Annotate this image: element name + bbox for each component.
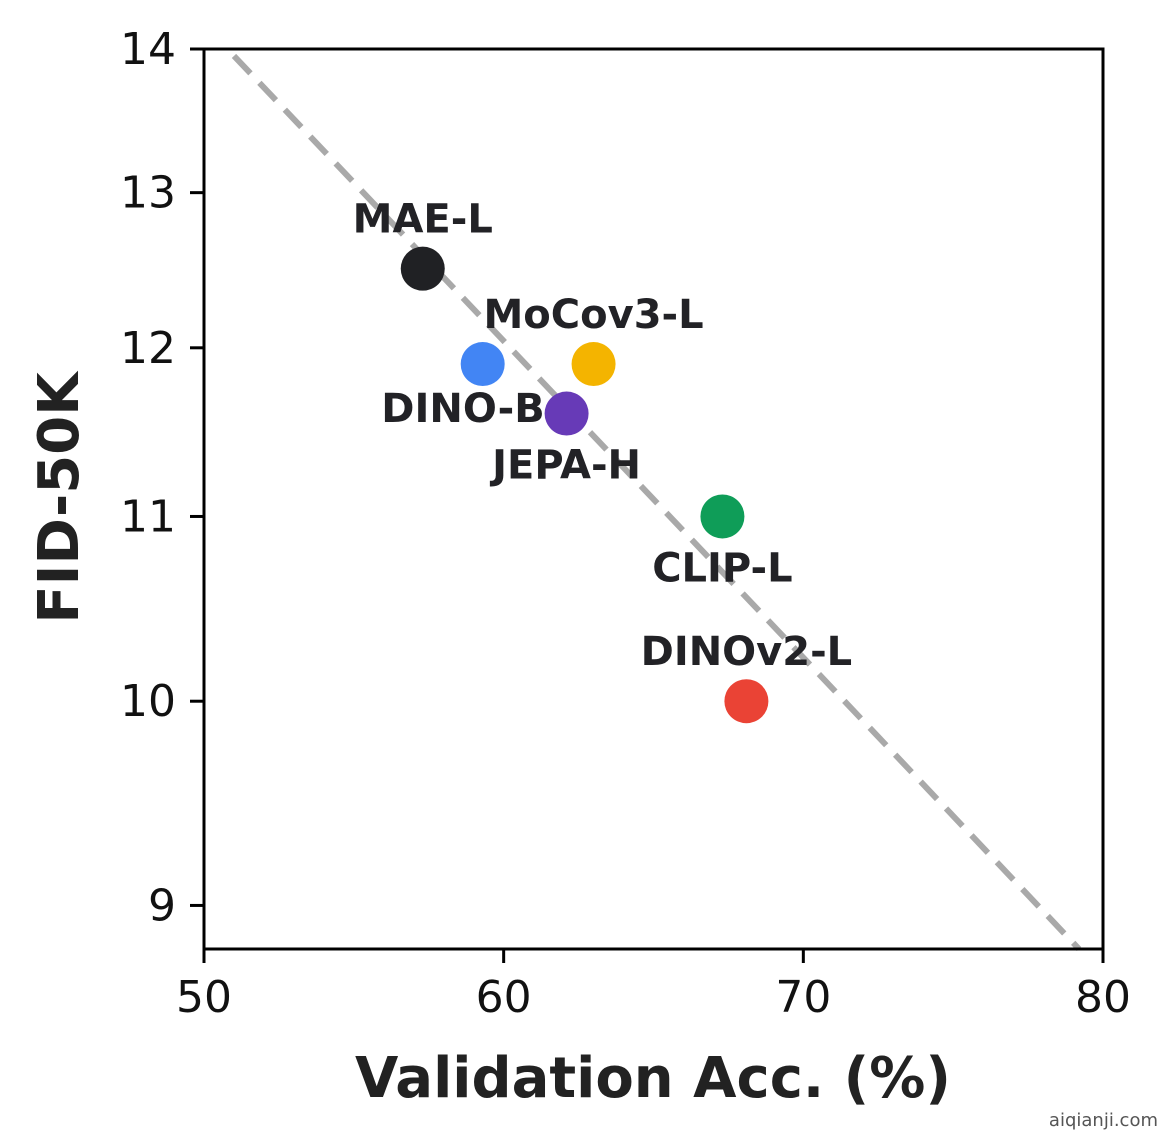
point-label-jepa-h: JEPA-H bbox=[489, 443, 641, 489]
point-mocov3-l bbox=[571, 342, 616, 387]
y-tick-label: 13 bbox=[120, 168, 176, 219]
point-dino-b bbox=[460, 342, 505, 387]
plot-frame bbox=[202, 47, 1105, 951]
watermark: aiqianji.com bbox=[1048, 1110, 1158, 1131]
y-tick-label: 9 bbox=[148, 880, 176, 931]
point-mae-l bbox=[400, 246, 445, 291]
point-label-dino-b: DINO-B bbox=[381, 386, 544, 432]
x-tick-label: 60 bbox=[476, 972, 532, 1023]
y-tick-label: 14 bbox=[120, 24, 176, 75]
x-tick-label: 70 bbox=[775, 972, 831, 1023]
point-label-mocov3-l: MoCov3-L bbox=[484, 292, 704, 338]
point-clip-l bbox=[700, 494, 745, 539]
y-tick-label: 10 bbox=[120, 676, 176, 727]
y-axis-title: FID-50K bbox=[27, 370, 92, 624]
y-tick-label: 12 bbox=[120, 323, 176, 374]
point-label-clip-l: CLIP-L bbox=[652, 545, 792, 591]
point-label-mae-l: MAE-L bbox=[353, 197, 493, 243]
y-tick-label: 11 bbox=[120, 491, 176, 542]
point-dinov2-l bbox=[724, 679, 769, 724]
point-jepa-h bbox=[544, 391, 589, 436]
point-label-dinov2-l: DINOv2-L bbox=[641, 629, 853, 675]
x-axis-title: Validation Acc. (%) bbox=[355, 1046, 951, 1111]
x-tick-label: 80 bbox=[1075, 972, 1131, 1023]
trend-line bbox=[231, 53, 1082, 952]
x-tick-label: 50 bbox=[176, 972, 232, 1023]
